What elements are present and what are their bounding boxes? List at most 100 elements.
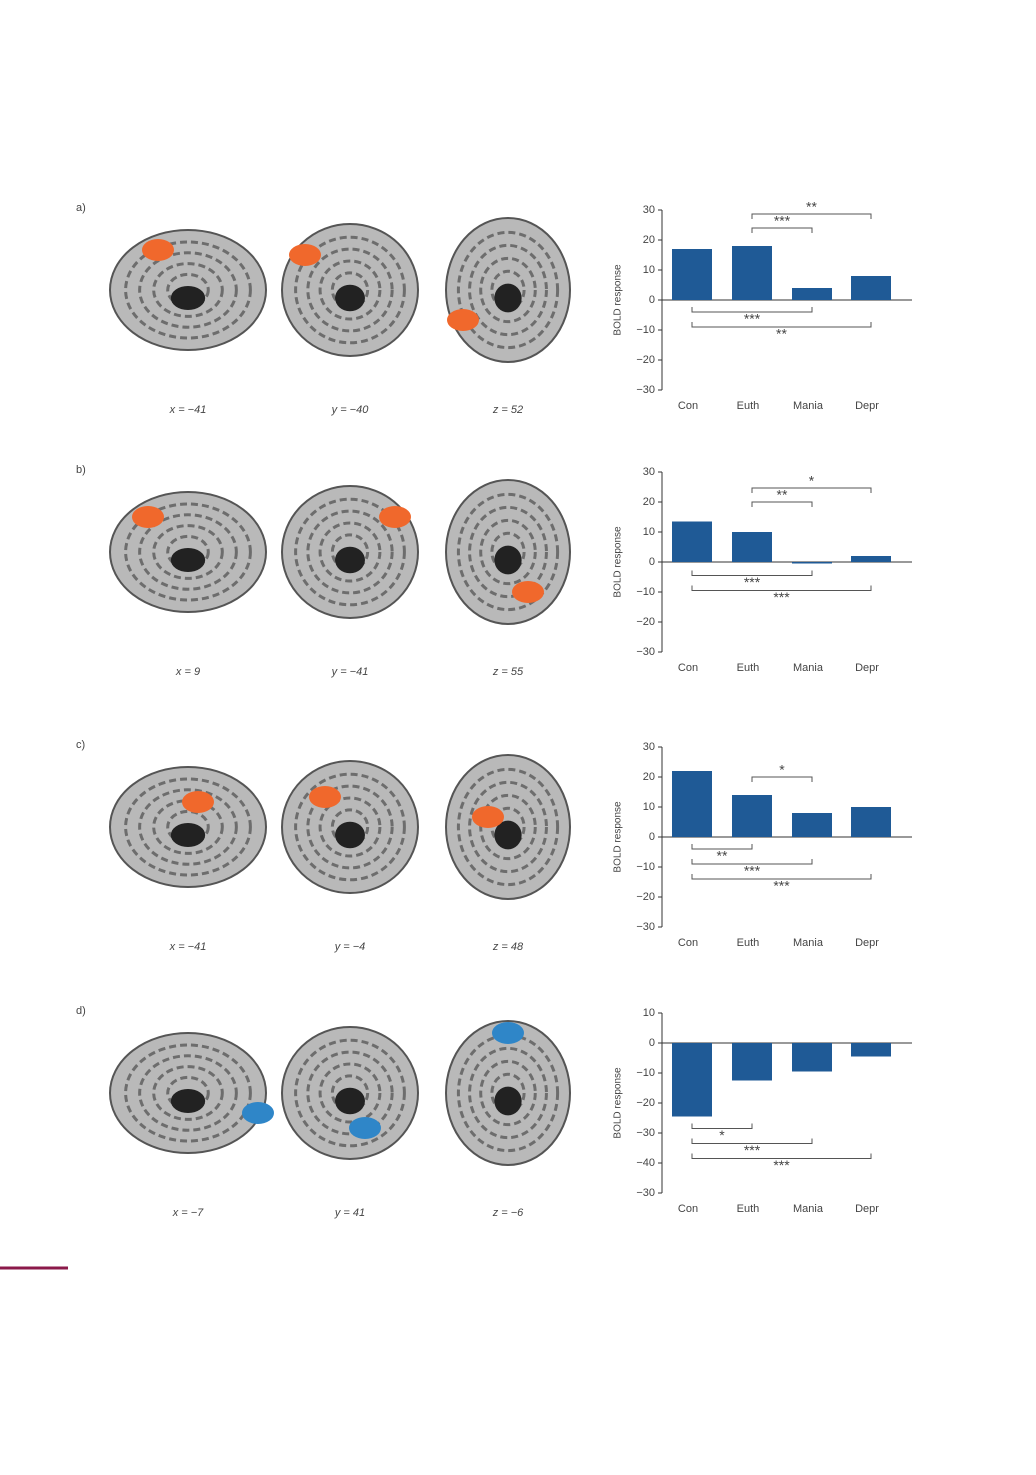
y-tick-label: 20 (643, 771, 655, 783)
activation-blob (309, 786, 341, 808)
y-tick-label: −10 (636, 586, 655, 598)
bar (792, 813, 832, 837)
slice-label: x = −7 (172, 1207, 204, 1219)
brain-core (335, 821, 365, 849)
y-tick-label: −30 (636, 384, 655, 396)
panel-label: b) (76, 464, 86, 476)
y-tick-label: −30 (636, 1187, 655, 1199)
brain-gyri (456, 230, 560, 350)
y-tick-label: −10 (636, 1067, 655, 1079)
y-tick-label: −20 (636, 616, 655, 628)
brain-gyri (138, 1054, 238, 1132)
x-tick-label: Con (678, 1203, 698, 1215)
y-tick-label: 20 (643, 234, 655, 246)
significance-label: * (779, 762, 785, 778)
brain-core (335, 546, 365, 574)
significance-label: *** (773, 589, 790, 605)
y-tick-label: 10 (643, 1007, 655, 1019)
brain-core (170, 286, 206, 310)
brain-gyri (456, 767, 560, 887)
significance-label: ** (806, 199, 817, 215)
significance-label: * (719, 1127, 725, 1143)
y-tick-label: 30 (643, 741, 655, 753)
bar (732, 532, 772, 562)
significance-bracket (691, 1123, 753, 1129)
significance-bracket (751, 487, 872, 493)
activation-blob (142, 239, 174, 261)
bar (851, 276, 891, 300)
brain-gyri (294, 1038, 406, 1148)
brain-core (170, 548, 206, 572)
bar (672, 249, 712, 300)
y-tick-label: −30 (636, 1127, 655, 1139)
brain-gyri (468, 780, 548, 874)
slice-label: x = 9 (175, 666, 200, 678)
y-axis-label: BOLD response (613, 264, 624, 336)
y-tick-label: −40 (636, 1157, 655, 1169)
y-axis-label: BOLD response (613, 801, 624, 873)
activation-blob (132, 506, 164, 528)
brain-gyri (138, 251, 238, 329)
significance-label: *** (773, 878, 790, 894)
significance-label: ** (777, 487, 788, 503)
brain-gyri (124, 1043, 252, 1143)
panel-label: d) (76, 1005, 86, 1017)
y-tick-label: 0 (649, 1037, 655, 1049)
brain-gyri (294, 497, 406, 607)
y-tick-label: −30 (636, 921, 655, 933)
brain-gyri (294, 235, 406, 345)
bar (672, 521, 712, 562)
activation-blob (379, 506, 411, 528)
slice-label: x = −41 (169, 404, 207, 416)
activation-blob (182, 791, 214, 813)
activation-blob (349, 1117, 381, 1139)
significance-label: *** (744, 574, 761, 590)
significance-label: *** (744, 1142, 761, 1158)
slice-label: x = −41 (169, 941, 207, 953)
significance-bracket (751, 776, 813, 782)
slice-label: z = 55 (492, 666, 524, 678)
brain-gyri (138, 513, 238, 591)
y-tick-label: 0 (649, 294, 655, 306)
x-tick-label: Depr (855, 400, 879, 412)
bar (732, 795, 772, 837)
significance-label: *** (744, 311, 761, 327)
significance-label: *** (744, 863, 761, 879)
y-tick-label: −20 (636, 354, 655, 366)
brain-gyri (468, 1046, 548, 1140)
significance-label: * (809, 473, 815, 489)
x-tick-label: Mania (793, 662, 824, 674)
activation-blob (289, 244, 321, 266)
brain-gyri (124, 777, 252, 877)
brain-gyri (306, 509, 394, 595)
bar (672, 1043, 712, 1117)
y-tick-label: 0 (649, 831, 655, 843)
y-tick-label: 0 (649, 556, 655, 568)
bar (792, 562, 832, 564)
x-tick-label: Depr (855, 937, 879, 949)
brain-gyri (318, 1062, 382, 1124)
brain-gyri (152, 1065, 224, 1121)
y-tick-label: −20 (636, 891, 655, 903)
y-tick-label: 30 (643, 466, 655, 478)
y-tick-label: −30 (636, 646, 655, 658)
activation-blob (512, 581, 544, 603)
significance-bracket (751, 501, 813, 507)
y-tick-label: 10 (643, 264, 655, 276)
x-tick-label: Euth (737, 662, 760, 674)
x-tick-label: Euth (737, 1203, 760, 1215)
brain-gyri (124, 502, 252, 602)
brain-gyri (479, 1059, 537, 1127)
brain-gyri (318, 521, 382, 583)
x-tick-label: Euth (737, 400, 760, 412)
brain-gyri (138, 788, 238, 866)
activation-blob (492, 1022, 524, 1044)
significance-bracket (691, 322, 872, 328)
bar (732, 246, 772, 300)
significance-bracket (751, 227, 813, 233)
brain-core (170, 823, 206, 847)
brain-gyri (318, 796, 382, 858)
brain-core (494, 545, 522, 575)
brain-core (170, 1089, 206, 1113)
